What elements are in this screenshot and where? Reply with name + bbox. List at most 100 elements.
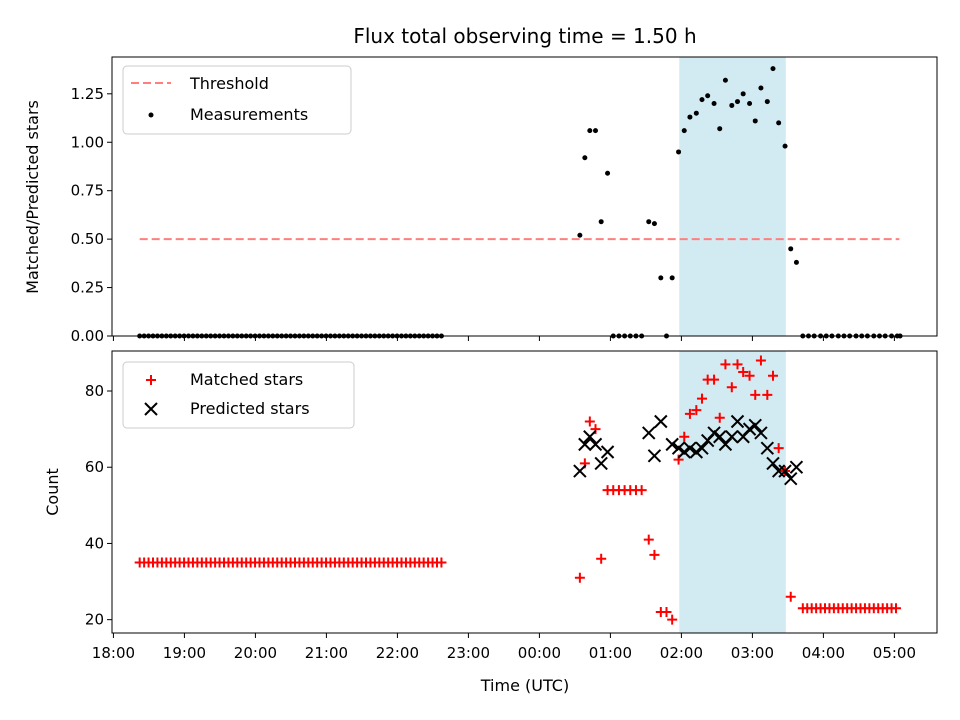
top-y-axis-label: Matched/Predicted stars bbox=[23, 100, 42, 294]
top-y-tick-label: 0.00 bbox=[71, 327, 104, 345]
top-x-ticks bbox=[112, 336, 895, 341]
measurement-point bbox=[752, 118, 758, 124]
predicted-star-point bbox=[689, 445, 704, 459]
measurement-point bbox=[598, 219, 604, 225]
measurement-point bbox=[788, 246, 794, 252]
measurement-point bbox=[722, 77, 728, 83]
matched-star-point bbox=[785, 591, 796, 602]
x-tick-label: 05:00 bbox=[873, 644, 916, 662]
measurement-point bbox=[764, 99, 770, 105]
x-tick-label: 23:00 bbox=[447, 644, 490, 662]
top-legend-box bbox=[122, 65, 352, 135]
predicted-star-point bbox=[588, 437, 603, 452]
matched-star-point bbox=[679, 431, 690, 442]
predicted-star-point bbox=[578, 437, 592, 452]
x-tick-label: 02:00 bbox=[660, 644, 703, 662]
top-y-axis: 0.00 0.25 0.50 0.75 1.00 1.25 bbox=[71, 85, 112, 345]
measurement-point bbox=[681, 128, 687, 134]
bottom-panel: 20 40 60 80 18:00 19:00 20:00 21:00 22:00 23:00 0… bbox=[43, 350, 938, 695]
matched-star-point bbox=[890, 603, 901, 614]
bottom-shaded-interval bbox=[679, 351, 786, 633]
predicted-star-point bbox=[594, 456, 608, 471]
matched-star-point bbox=[691, 405, 702, 416]
legend-matched-label: Matched stars bbox=[190, 370, 303, 389]
matched-star-point bbox=[649, 549, 660, 560]
bottom-y-axis-label: Count bbox=[43, 468, 62, 516]
matched-star-point bbox=[667, 614, 678, 625]
matched-star-point bbox=[738, 366, 749, 377]
matched-star-point bbox=[596, 553, 607, 564]
measurement-point bbox=[646, 219, 652, 225]
bottom-axes-frame bbox=[111, 350, 938, 634]
bottom-y-tick-label: 40 bbox=[85, 534, 104, 552]
measurement-point bbox=[693, 110, 699, 116]
matched-star-point bbox=[762, 389, 773, 400]
x-tick-label: 00:00 bbox=[518, 644, 561, 662]
bottom-y-tick-label: 60 bbox=[85, 458, 104, 476]
predicted-star-point bbox=[742, 422, 757, 436]
matched-star-point bbox=[750, 389, 761, 400]
matched-stars-series bbox=[134, 355, 901, 625]
matched-star-point bbox=[709, 374, 720, 385]
predicted-star-point bbox=[778, 464, 792, 478]
predicted-star-point bbox=[642, 426, 656, 440]
bottom-x-axis: 18:00 19:00 20:00 21:00 22:00 23:00 00:00 01:00… bbox=[92, 633, 916, 662]
predicted-star-point bbox=[771, 464, 786, 478]
matched-star-point bbox=[684, 408, 695, 419]
measurement-point bbox=[582, 155, 588, 161]
matched-star-point bbox=[590, 424, 601, 435]
matched-star-point bbox=[574, 572, 585, 583]
matched-star-point bbox=[714, 412, 725, 423]
legend-matched-swatch bbox=[146, 375, 156, 385]
measurement-point bbox=[782, 143, 788, 149]
measurement-point bbox=[687, 114, 693, 120]
predicted-star-point bbox=[573, 464, 587, 478]
measurement-point bbox=[605, 170, 611, 176]
measurement-point bbox=[658, 275, 664, 281]
shade-rect bbox=[679, 351, 786, 633]
matched-star-point bbox=[767, 370, 778, 381]
measurement-point bbox=[740, 91, 746, 97]
x-tick-label: 03:00 bbox=[731, 644, 774, 662]
predicted-star-point bbox=[766, 456, 780, 471]
predicted-star-point bbox=[683, 441, 697, 455]
x-tick-label: 22:00 bbox=[376, 644, 419, 662]
measurement-point bbox=[699, 97, 705, 103]
measurement-point bbox=[592, 128, 598, 134]
predicted-star-point bbox=[583, 430, 597, 444]
predicted-star-point bbox=[725, 430, 739, 444]
measurement-point bbox=[705, 93, 711, 99]
measurement-point bbox=[651, 221, 657, 227]
predicted-star-point bbox=[647, 449, 662, 463]
bottom-y-tick-label: 20 bbox=[85, 611, 104, 629]
measurement-point bbox=[758, 85, 764, 91]
top-y-tick-label: 0.25 bbox=[71, 279, 104, 297]
predicted-star-point bbox=[677, 445, 691, 459]
measurement-point bbox=[776, 120, 782, 126]
bottom-legend: Matched stars Predicted stars bbox=[122, 361, 355, 429]
matched-star-point bbox=[773, 443, 784, 454]
x-tick-label: 19:00 bbox=[163, 644, 206, 662]
top-y-tick-label: 0.50 bbox=[71, 230, 104, 248]
predicted-star-point bbox=[665, 437, 679, 452]
predicted-star-point bbox=[695, 441, 709, 455]
top-y-tick-label: 0.75 bbox=[71, 182, 104, 200]
predicted-star-point bbox=[600, 445, 615, 459]
measurement-point bbox=[729, 102, 735, 108]
top-y-tick-label: 1.25 bbox=[71, 85, 104, 103]
x-axis-label: Time (UTC) bbox=[480, 676, 569, 695]
matched-star-point bbox=[643, 534, 654, 545]
predicted-star-point bbox=[730, 414, 745, 429]
predicted-star-point bbox=[754, 426, 768, 440]
legend-measurements-swatch bbox=[148, 112, 154, 118]
predicted-star-point bbox=[789, 460, 804, 474]
x-tick-label: 18:00 bbox=[92, 644, 135, 662]
legend-predicted-swatch bbox=[144, 402, 158, 416]
measurement-point bbox=[669, 275, 675, 281]
bottom-legend-box bbox=[122, 361, 355, 429]
matched-star-point bbox=[732, 359, 743, 370]
matched-star-point bbox=[661, 607, 672, 618]
top-shaded-interval bbox=[679, 57, 786, 336]
matched-star-point bbox=[584, 416, 595, 427]
measurement-point bbox=[577, 232, 583, 238]
